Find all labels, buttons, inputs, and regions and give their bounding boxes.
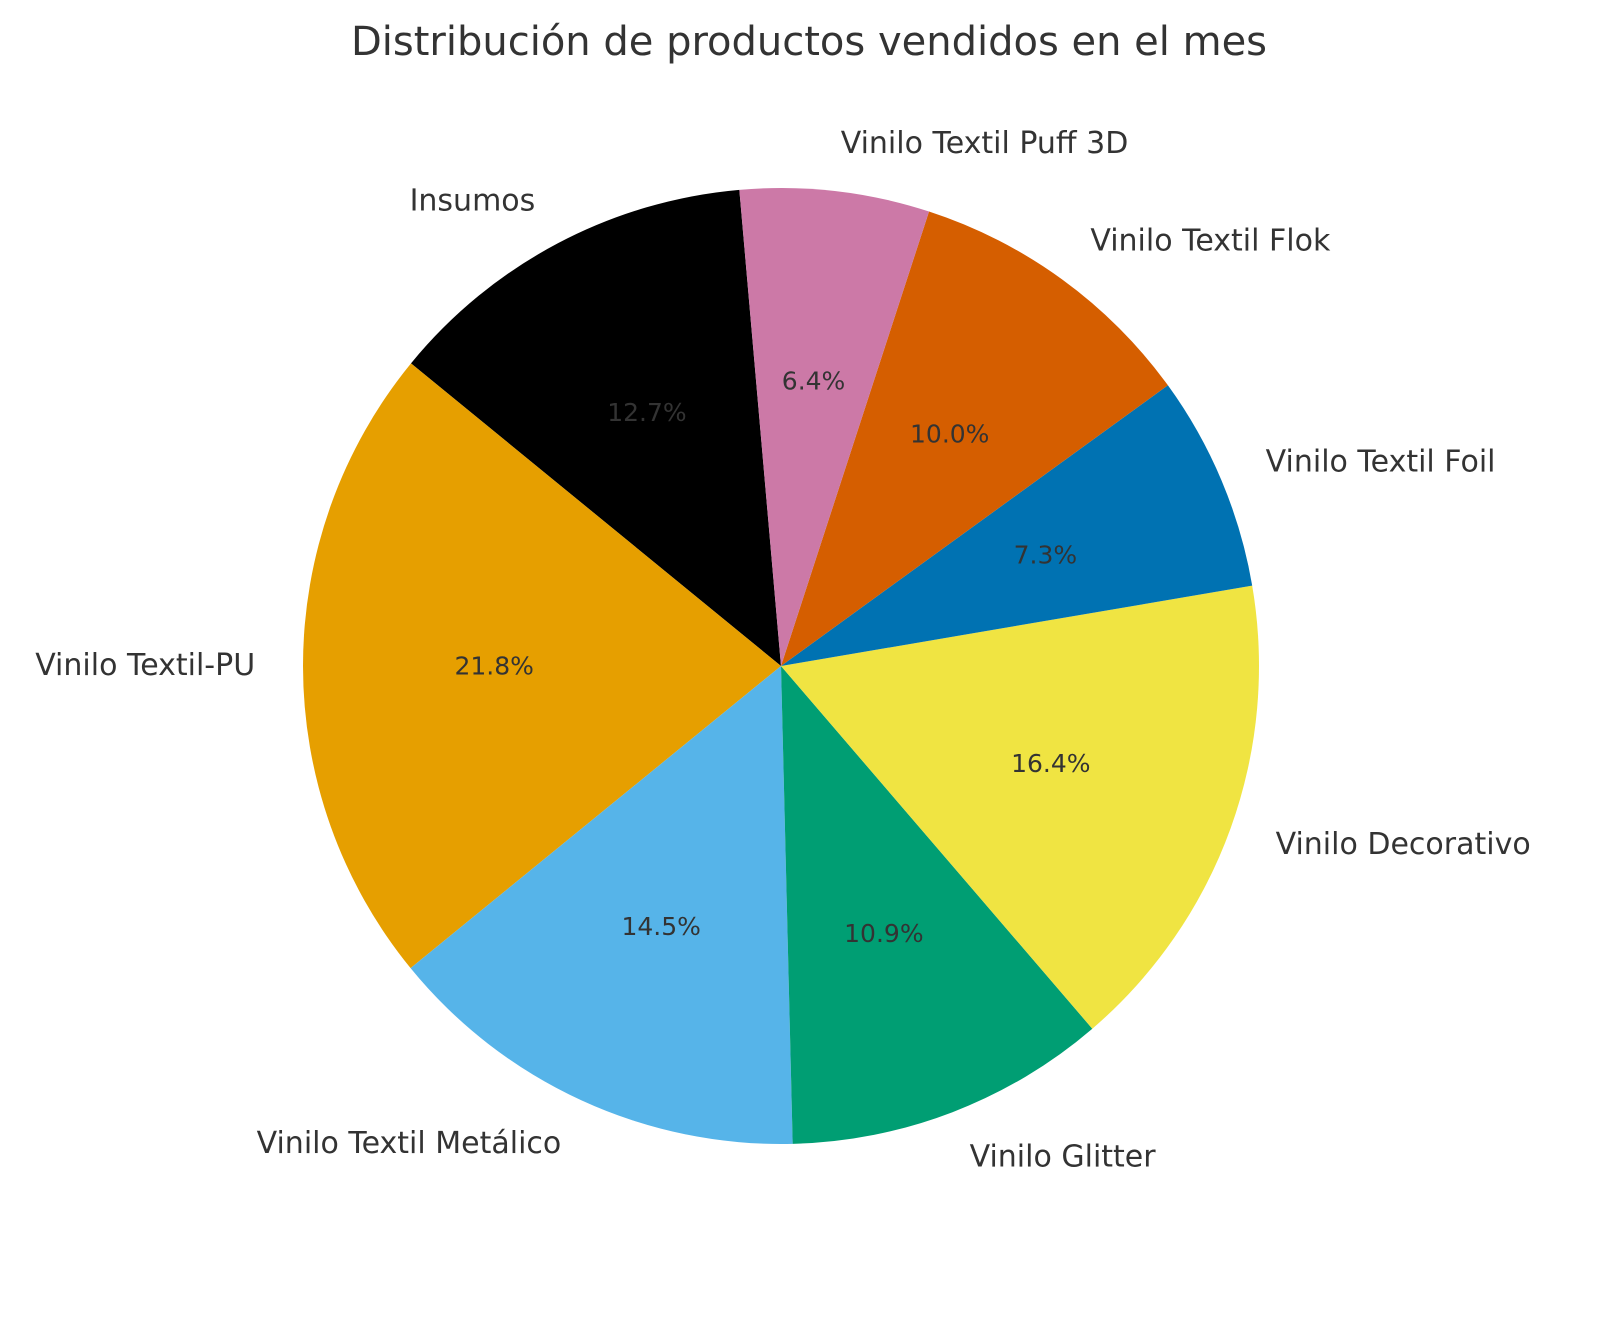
slice-pct-vinilo-textil-pu: 21.8% bbox=[454, 651, 533, 680]
slice-label-vinilo-textil-pu: Vinilo Textil-PU bbox=[35, 648, 255, 683]
slice-pct-vinilo-textil-puff-3d: 6.4% bbox=[782, 367, 846, 396]
slice-label-vinilo-decorativo: Vinilo Decorativo bbox=[1276, 827, 1531, 862]
pie-slices bbox=[303, 188, 1260, 1144]
pie-slice-vinilo-decorativo bbox=[781, 585, 1260, 1029]
slice-label-vinilo-textil-puff-3d: Vinilo Textil Puff 3D bbox=[841, 126, 1129, 161]
slice-label-insumos: Insumos bbox=[410, 184, 536, 219]
pie-labels: Insumos 12.7% Vinilo Textil-PU 21.8% Vinilo … bbox=[35, 126, 1531, 1174]
pie-slice-vinilo-textil-foil bbox=[781, 385, 1253, 666]
pie-slice-vinilo-glitter bbox=[781, 666, 1093, 1144]
slice-pct-vinilo-decorativo: 16.4% bbox=[1011, 749, 1090, 778]
slice-pct-vinilo-glitter: 10.9% bbox=[844, 919, 923, 948]
slice-pct-vinilo-textil-foil: 7.3% bbox=[1014, 540, 1078, 569]
slice-label-vinilo-textil-metalico: Vinilo Textil Metálico bbox=[257, 1126, 562, 1161]
slice-pct-vinilo-textil-metalico: 14.5% bbox=[621, 912, 700, 941]
slice-label-vinilo-glitter: Vinilo Glitter bbox=[970, 1139, 1157, 1174]
pie-slice-vinilo-textil-metalico bbox=[410, 666, 793, 1144]
slice-pct-vinilo-textil-flok: 10.0% bbox=[910, 420, 989, 449]
pie-slice-vinilo-textil-puff-3d bbox=[739, 188, 930, 666]
pie-slice-vinilo-textil-flok bbox=[781, 211, 1168, 666]
slice-label-vinilo-textil-flok: Vinilo Textil Flok bbox=[1090, 223, 1331, 258]
pie-slice-insumos bbox=[410, 189, 781, 666]
chart-title: Distribución de productos vendidos en el… bbox=[351, 19, 1267, 65]
pie-slice-vinilo-textil-pu bbox=[303, 363, 781, 969]
slice-pct-insumos: 12.7% bbox=[607, 398, 686, 427]
slice-label-vinilo-textil-foil: Vinilo Textil Foil bbox=[1266, 445, 1496, 480]
